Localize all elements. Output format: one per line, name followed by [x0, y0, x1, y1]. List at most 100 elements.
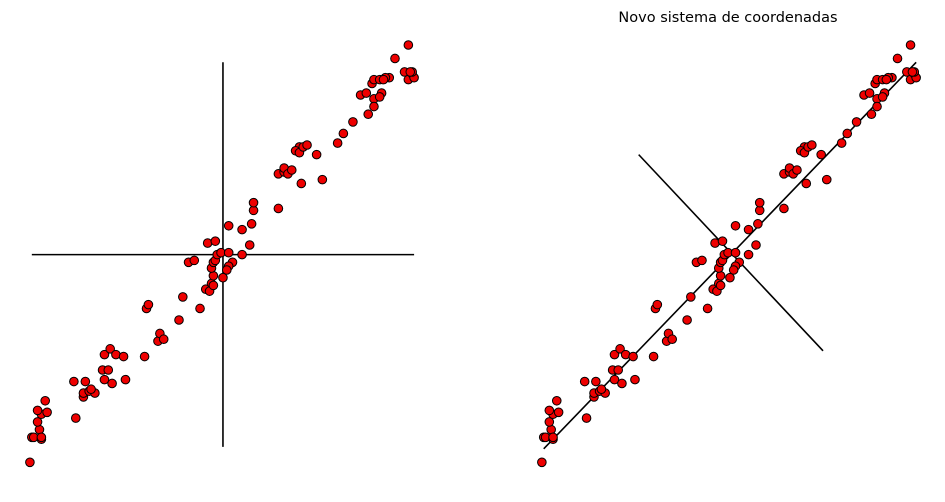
data-point [223, 220, 234, 231]
data-point [652, 299, 663, 310]
data-point [32, 405, 43, 416]
data-point [751, 240, 761, 250]
data-point [237, 224, 247, 235]
data-point [223, 247, 234, 258]
data-point [237, 249, 247, 260]
data-point [717, 236, 728, 246]
data-point [697, 255, 707, 266]
data-point [390, 53, 400, 64]
data-point [553, 407, 564, 418]
data-point [374, 92, 385, 102]
data-point [591, 376, 601, 387]
data-point [40, 395, 51, 406]
data-point [581, 413, 592, 423]
data-point [158, 334, 169, 345]
data-point [139, 351, 150, 362]
data-point [348, 117, 358, 127]
data-point [628, 351, 638, 362]
data-point [363, 109, 374, 120]
data-point [715, 270, 726, 281]
data-point [103, 365, 114, 375]
data-point [907, 67, 918, 77]
data-point [609, 349, 620, 360]
data-point [34, 424, 45, 435]
data-point [615, 344, 625, 354]
data-point [686, 292, 696, 302]
data-point [801, 178, 812, 189]
data-point [792, 165, 802, 175]
data-point [208, 280, 219, 291]
data-point [118, 351, 129, 362]
data-point [596, 384, 607, 395]
data-point [836, 138, 847, 148]
scatter-panel-right: Novo sistema de coordenadas [537, 10, 921, 468]
data-point [286, 165, 297, 175]
data-point [42, 407, 52, 418]
data-point [725, 272, 735, 283]
data-point [877, 92, 888, 102]
data-point [174, 315, 184, 325]
data-point [189, 255, 200, 266]
data-point [178, 292, 188, 302]
data-point [210, 236, 221, 246]
data-point [807, 140, 817, 150]
data-point [248, 197, 259, 208]
data-point [99, 349, 110, 360]
data-point [579, 376, 590, 387]
data-point [25, 457, 35, 468]
data-point [617, 378, 627, 389]
data-point [779, 203, 789, 214]
data-point [743, 249, 754, 260]
data-point [99, 374, 110, 385]
data-point [728, 265, 739, 275]
data-point [816, 149, 826, 160]
data-point [753, 219, 763, 229]
data-point [544, 417, 555, 427]
data-point [332, 138, 343, 148]
data-point [730, 220, 741, 231]
data-point [548, 432, 558, 443]
data-point [821, 174, 832, 185]
data-point [872, 101, 882, 112]
data-point [218, 272, 228, 283]
data-point [143, 299, 154, 310]
data-point [551, 395, 562, 406]
data-point [754, 197, 765, 208]
data-point [338, 128, 349, 139]
chart-title-right: Novo sistema de coordenadas [618, 10, 837, 26]
data-point [246, 219, 257, 229]
data-point [630, 374, 640, 385]
data-point [69, 376, 79, 387]
data-point [195, 303, 205, 314]
data-point [120, 374, 131, 385]
data-point [613, 365, 624, 375]
data-point [107, 378, 117, 389]
data-point [866, 109, 877, 120]
scatter-panel-left [25, 40, 419, 468]
data-point [537, 457, 547, 468]
data-point [864, 88, 875, 98]
data-point [851, 117, 862, 127]
data-point [546, 424, 556, 435]
data-point [715, 280, 726, 291]
data-point [369, 101, 379, 112]
data-point [70, 413, 81, 423]
data-point [892, 53, 903, 64]
data-point [86, 384, 96, 395]
data-point [311, 149, 322, 160]
data-point [32, 417, 43, 427]
data-point [403, 40, 414, 50]
data-point [317, 174, 328, 185]
data-point [682, 315, 692, 325]
data-point [842, 128, 853, 139]
data-point [378, 74, 389, 85]
data-point [743, 224, 754, 235]
data-point [221, 265, 232, 275]
data-point [36, 432, 47, 443]
data-point [80, 376, 91, 387]
data-point [648, 351, 659, 362]
data-point [302, 140, 312, 150]
data-point [208, 270, 219, 281]
data-point [105, 344, 115, 354]
